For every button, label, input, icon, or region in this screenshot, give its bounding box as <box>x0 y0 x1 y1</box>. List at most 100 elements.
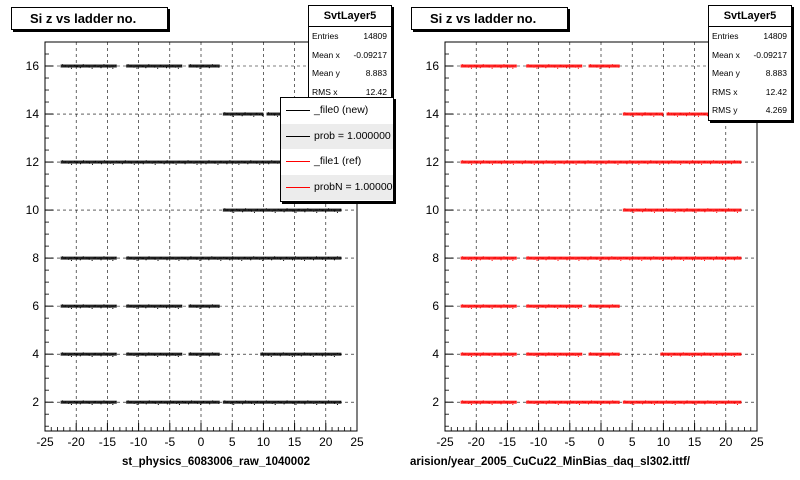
data-point <box>295 256 297 258</box>
data-point <box>160 162 162 164</box>
data-point <box>112 163 114 165</box>
data-point <box>545 259 547 261</box>
data-point <box>202 64 204 66</box>
data-point <box>62 256 64 258</box>
data-point <box>727 353 729 355</box>
data-band <box>222 208 342 212</box>
data-point <box>292 210 294 212</box>
data-point <box>557 403 559 405</box>
data-band <box>588 304 620 308</box>
data-point <box>605 306 607 308</box>
data-point <box>623 256 625 258</box>
data-point <box>324 259 326 261</box>
data-point <box>115 160 117 162</box>
data-point <box>716 403 718 405</box>
data-point <box>733 210 735 212</box>
data-point <box>85 401 87 403</box>
data-point <box>581 256 583 258</box>
data-point <box>163 66 165 68</box>
data-point <box>160 352 162 354</box>
data-point <box>680 258 682 260</box>
data-point <box>470 403 472 405</box>
data-point <box>473 304 475 306</box>
data-point <box>142 354 144 356</box>
data-point <box>277 115 279 117</box>
data-point <box>479 259 481 261</box>
right-stats-label: RMS y <box>712 105 738 115</box>
data-band <box>60 160 342 164</box>
data-point <box>662 160 664 162</box>
right-stats-value: 4.269 <box>765 105 787 115</box>
data-point <box>584 258 586 260</box>
data-point <box>109 162 111 164</box>
right-stats-box: SvtLayer5 Entries 14809 Mean x -0.09217 Me… <box>708 5 792 121</box>
data-point <box>599 307 601 309</box>
data-point <box>227 113 229 115</box>
data-point <box>229 160 231 162</box>
data-point <box>277 208 279 210</box>
data-point <box>530 353 532 355</box>
data-band <box>60 256 117 260</box>
data-point <box>617 163 619 165</box>
data-point <box>512 259 514 261</box>
data-point <box>671 402 673 404</box>
data-point <box>226 163 228 165</box>
data-point <box>503 304 505 306</box>
data-point <box>291 355 293 357</box>
right-stats-row: Entries 14809 <box>709 27 791 46</box>
data-point <box>274 256 276 258</box>
data-point <box>685 115 687 117</box>
data-point <box>83 160 85 162</box>
data-point <box>659 402 661 404</box>
data-point <box>482 352 484 354</box>
data-point <box>100 307 102 309</box>
data-point <box>668 163 670 165</box>
data-point <box>618 66 620 68</box>
data-point <box>91 259 93 261</box>
data-point <box>462 352 464 354</box>
data-point <box>574 354 576 356</box>
data-point <box>313 210 315 212</box>
data-point <box>233 211 235 213</box>
data-point <box>581 162 583 164</box>
data-point <box>572 401 574 403</box>
data-point <box>473 64 475 66</box>
data-point <box>656 257 658 259</box>
data-point <box>244 162 246 164</box>
data-point <box>71 163 73 165</box>
data-point <box>112 403 114 405</box>
data-point <box>614 162 616 164</box>
data-point <box>509 354 511 356</box>
data-point <box>142 66 144 68</box>
data-point <box>580 304 582 306</box>
data-point <box>596 258 598 260</box>
data-point <box>515 352 517 354</box>
data-point <box>136 355 138 357</box>
data-point <box>248 209 250 211</box>
data-point <box>563 66 565 68</box>
data-point <box>339 208 341 210</box>
data-point <box>259 114 261 116</box>
data-point <box>614 257 616 259</box>
data-point <box>688 112 690 114</box>
data-point <box>239 210 241 212</box>
data-point <box>244 256 246 258</box>
data-point <box>241 259 243 261</box>
data-point <box>233 403 235 405</box>
data-point <box>154 258 156 260</box>
data-point <box>630 210 632 212</box>
data-point <box>665 208 667 210</box>
data-point <box>88 354 90 356</box>
data-point <box>602 64 604 66</box>
data-point <box>208 160 210 162</box>
data-point <box>202 256 204 258</box>
data-point <box>324 352 326 354</box>
data-point <box>142 163 144 165</box>
data-point <box>265 162 267 164</box>
data-point <box>318 354 320 356</box>
data-point <box>668 112 670 114</box>
data-point <box>133 163 135 165</box>
data-point <box>177 67 179 69</box>
left-stats-value: -0.09217 <box>353 49 387 60</box>
data-point <box>130 305 132 307</box>
